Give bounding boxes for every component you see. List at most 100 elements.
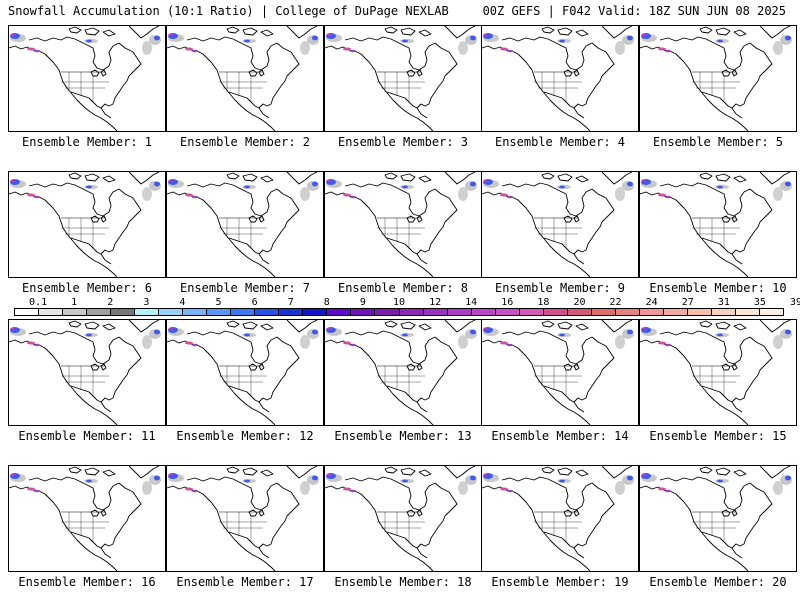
- member-caption: Ensemble Member: 12: [176, 429, 314, 443]
- ensemble-panel: Ensemble Member: 13: [324, 319, 482, 452]
- snowfall-map: [8, 171, 166, 278]
- page-title: Snowfall Accumulation (10:1 Ratio) | Col…: [8, 4, 449, 18]
- colorbar-swatch: [663, 309, 688, 315]
- snowfall-map: [8, 25, 166, 132]
- snowfall-map: [324, 25, 482, 132]
- ensemble-panel: Ensemble Member: 10: [639, 171, 797, 304]
- snowfall-map: [639, 465, 797, 572]
- colorbar-tick-label: 9: [359, 297, 366, 308]
- colorbar-swatch: [687, 309, 712, 315]
- colorbar-swatch: [159, 309, 184, 315]
- colorbar-labels: 0.1 1 2 3 4 5 6 7 8 9 10 12 14 16 18 20 22 24 27 31 35 39: [0, 297, 800, 309]
- colorbar-tick-label: 0.1: [29, 297, 48, 308]
- ensemble-panel: Ensemble Member: 7: [166, 171, 324, 304]
- colorbar-swatch: [711, 309, 736, 315]
- colorbar-tick-label: 20: [573, 297, 586, 308]
- colorbar-swatch: [135, 309, 160, 315]
- colorbar-swatch: [591, 309, 616, 315]
- ensemble-panel: Ensemble Member: 9: [481, 171, 639, 304]
- colorbar-tick-label: 16: [501, 297, 514, 308]
- colorbar-swatch: [183, 309, 208, 315]
- snowfall-map: [639, 319, 797, 426]
- colorbar-swatch: [567, 309, 592, 315]
- colorbar-tick-label: 1: [71, 297, 78, 308]
- colorbar-swatch: [639, 309, 664, 315]
- colorbar-tick-label: 8: [323, 297, 330, 308]
- member-caption: Ensemble Member: 10: [649, 281, 787, 295]
- colorbar-swatch: [423, 309, 448, 315]
- colorbar-swatch: [759, 309, 783, 315]
- colorbar-swatch: [543, 309, 568, 315]
- snowfall-map: [166, 465, 324, 572]
- colorbar-swatch: [495, 309, 520, 315]
- snowfall-map: [481, 25, 639, 132]
- colorbar-swatch: [327, 309, 352, 315]
- colorbar-swatch: [231, 309, 256, 315]
- ensemble-panel: Ensemble Member: 3: [324, 25, 482, 158]
- member-caption: Ensemble Member: 1: [21, 135, 153, 149]
- colorbar-tick-label: 35: [753, 297, 766, 308]
- colorbar-tick-label: 14: [465, 297, 478, 308]
- ensemble-panel: Ensemble Member: 2: [166, 25, 324, 158]
- colorbar-swatch: [615, 309, 640, 315]
- snowfall-map: [639, 171, 797, 278]
- ensemble-panel: Ensemble Member: 19: [481, 465, 639, 598]
- member-caption: Ensemble Member: 11: [18, 429, 156, 443]
- colorbar-tick-label: 27: [681, 297, 694, 308]
- colorbar-tick-label: 39: [790, 297, 800, 308]
- ensemble-panel: Ensemble Member: 18: [324, 465, 482, 598]
- snowfall-map: [166, 319, 324, 426]
- member-caption: Ensemble Member: 5: [652, 135, 784, 149]
- colorbar-tick-label: 10: [392, 297, 406, 308]
- colorbar-swatch: [447, 309, 472, 315]
- ensemble-panel: Ensemble Member: 15: [639, 319, 797, 452]
- colorbar-tick-label: 4: [179, 297, 186, 308]
- snowfall-map: [8, 465, 166, 572]
- member-caption: Ensemble Member: 9: [494, 281, 626, 295]
- colorbar-swatch: [375, 309, 400, 315]
- colorbar-swatch: [15, 309, 40, 315]
- colorbar-tick-label: 31: [717, 297, 730, 308]
- colorbar-tick-label: 22: [609, 297, 622, 308]
- colorbar-swatch: [87, 309, 112, 315]
- ensemble-panel: Ensemble Member: 16: [8, 465, 166, 598]
- colorbar-swatch: [303, 309, 328, 315]
- colorbar-swatch: [519, 309, 544, 315]
- member-caption: Ensemble Member: 17: [176, 575, 314, 589]
- member-caption: Ensemble Member: 19: [491, 575, 629, 589]
- colorbar-swatch: [471, 309, 496, 315]
- colorbar-swatch: [63, 309, 88, 315]
- snowfall-map: [8, 319, 166, 426]
- member-caption: Ensemble Member: 20: [649, 575, 787, 589]
- ensemble-panel: Ensemble Member: 4: [481, 25, 639, 158]
- colorbar-tick-label: 12: [429, 297, 442, 308]
- model-run-info: 00Z GEFS | F042 Valid: 18Z SUN JUN 08 20…: [482, 4, 786, 18]
- member-caption: Ensemble Member: 8: [337, 281, 469, 295]
- colorbar: 0.1 1 2 3 4 5 6 7 8 9 10 12 14 16 18 20 22 24 27 31 35 39: [0, 297, 800, 319]
- ensemble-panel: Ensemble Member: 1: [8, 25, 166, 158]
- colorbar-swatch: [399, 309, 424, 315]
- member-caption: Ensemble Member: 13: [334, 429, 472, 443]
- member-caption: Ensemble Member: 14: [491, 429, 629, 443]
- snowfall-map: [481, 465, 639, 572]
- colorbar-swatch: [735, 309, 760, 315]
- snowfall-map: [324, 171, 482, 278]
- colorbar-swatch: [351, 309, 376, 315]
- ensemble-panel: Ensemble Member: 17: [166, 465, 324, 598]
- snowfall-map: [166, 171, 324, 278]
- colorbar-tick-label: 7: [287, 297, 294, 308]
- ensemble-panel: Ensemble Member: 5: [639, 25, 797, 158]
- member-caption: Ensemble Member: 16: [18, 575, 156, 589]
- colorbar-tick-label: 2: [107, 297, 114, 308]
- colorbar-tick-label: 18: [537, 297, 550, 308]
- colorbar-swatch: [111, 309, 136, 315]
- snowfall-map: [639, 25, 797, 132]
- colorbar-swatch: [279, 309, 304, 315]
- member-caption: Ensemble Member: 6: [21, 281, 153, 295]
- ensemble-panel: Ensemble Member: 20: [639, 465, 797, 598]
- snowfall-map: [481, 319, 639, 426]
- member-caption: Ensemble Member: 15: [649, 429, 787, 443]
- colorbar-swatch: [207, 309, 232, 315]
- colorbar-swatch: [39, 309, 64, 315]
- snowfall-map: [324, 465, 482, 572]
